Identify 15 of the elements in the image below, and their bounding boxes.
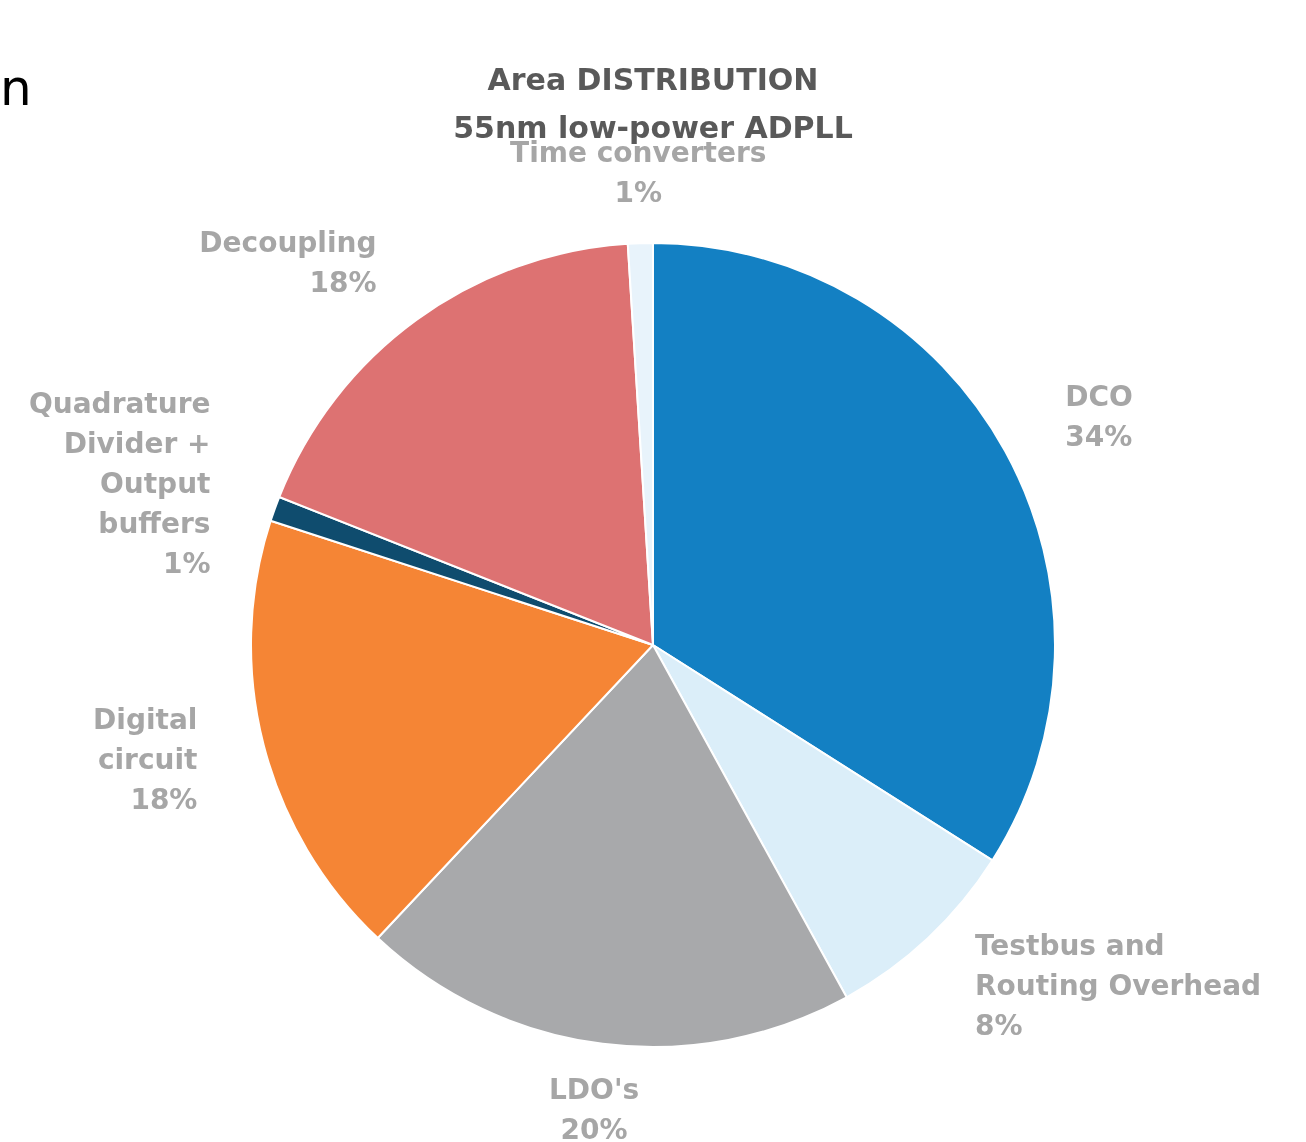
slice-label: Quadrature Divider + Output buffers	[28, 386, 211, 540]
data-label: 18%	[130, 783, 198, 817]
data-label: 1%	[614, 176, 662, 210]
data-label: 18%	[309, 265, 377, 299]
slice-label: Digital circuit	[93, 703, 198, 777]
text: n	[0, 58, 32, 117]
slice-label: LDO's	[548, 1072, 640, 1106]
slice-label: Decoupling	[199, 225, 377, 259]
slice-label: Testbus and Routing Overhead	[974, 929, 1262, 1003]
data-label: 8%	[974, 1009, 1023, 1043]
data-label: 34%	[1065, 419, 1133, 453]
data-label: 20%	[560, 1112, 628, 1142]
slice-label: DCO	[1065, 379, 1133, 413]
chart-title: Area DISTRIBUTION	[487, 61, 819, 97]
data-label: 1%	[162, 546, 211, 580]
